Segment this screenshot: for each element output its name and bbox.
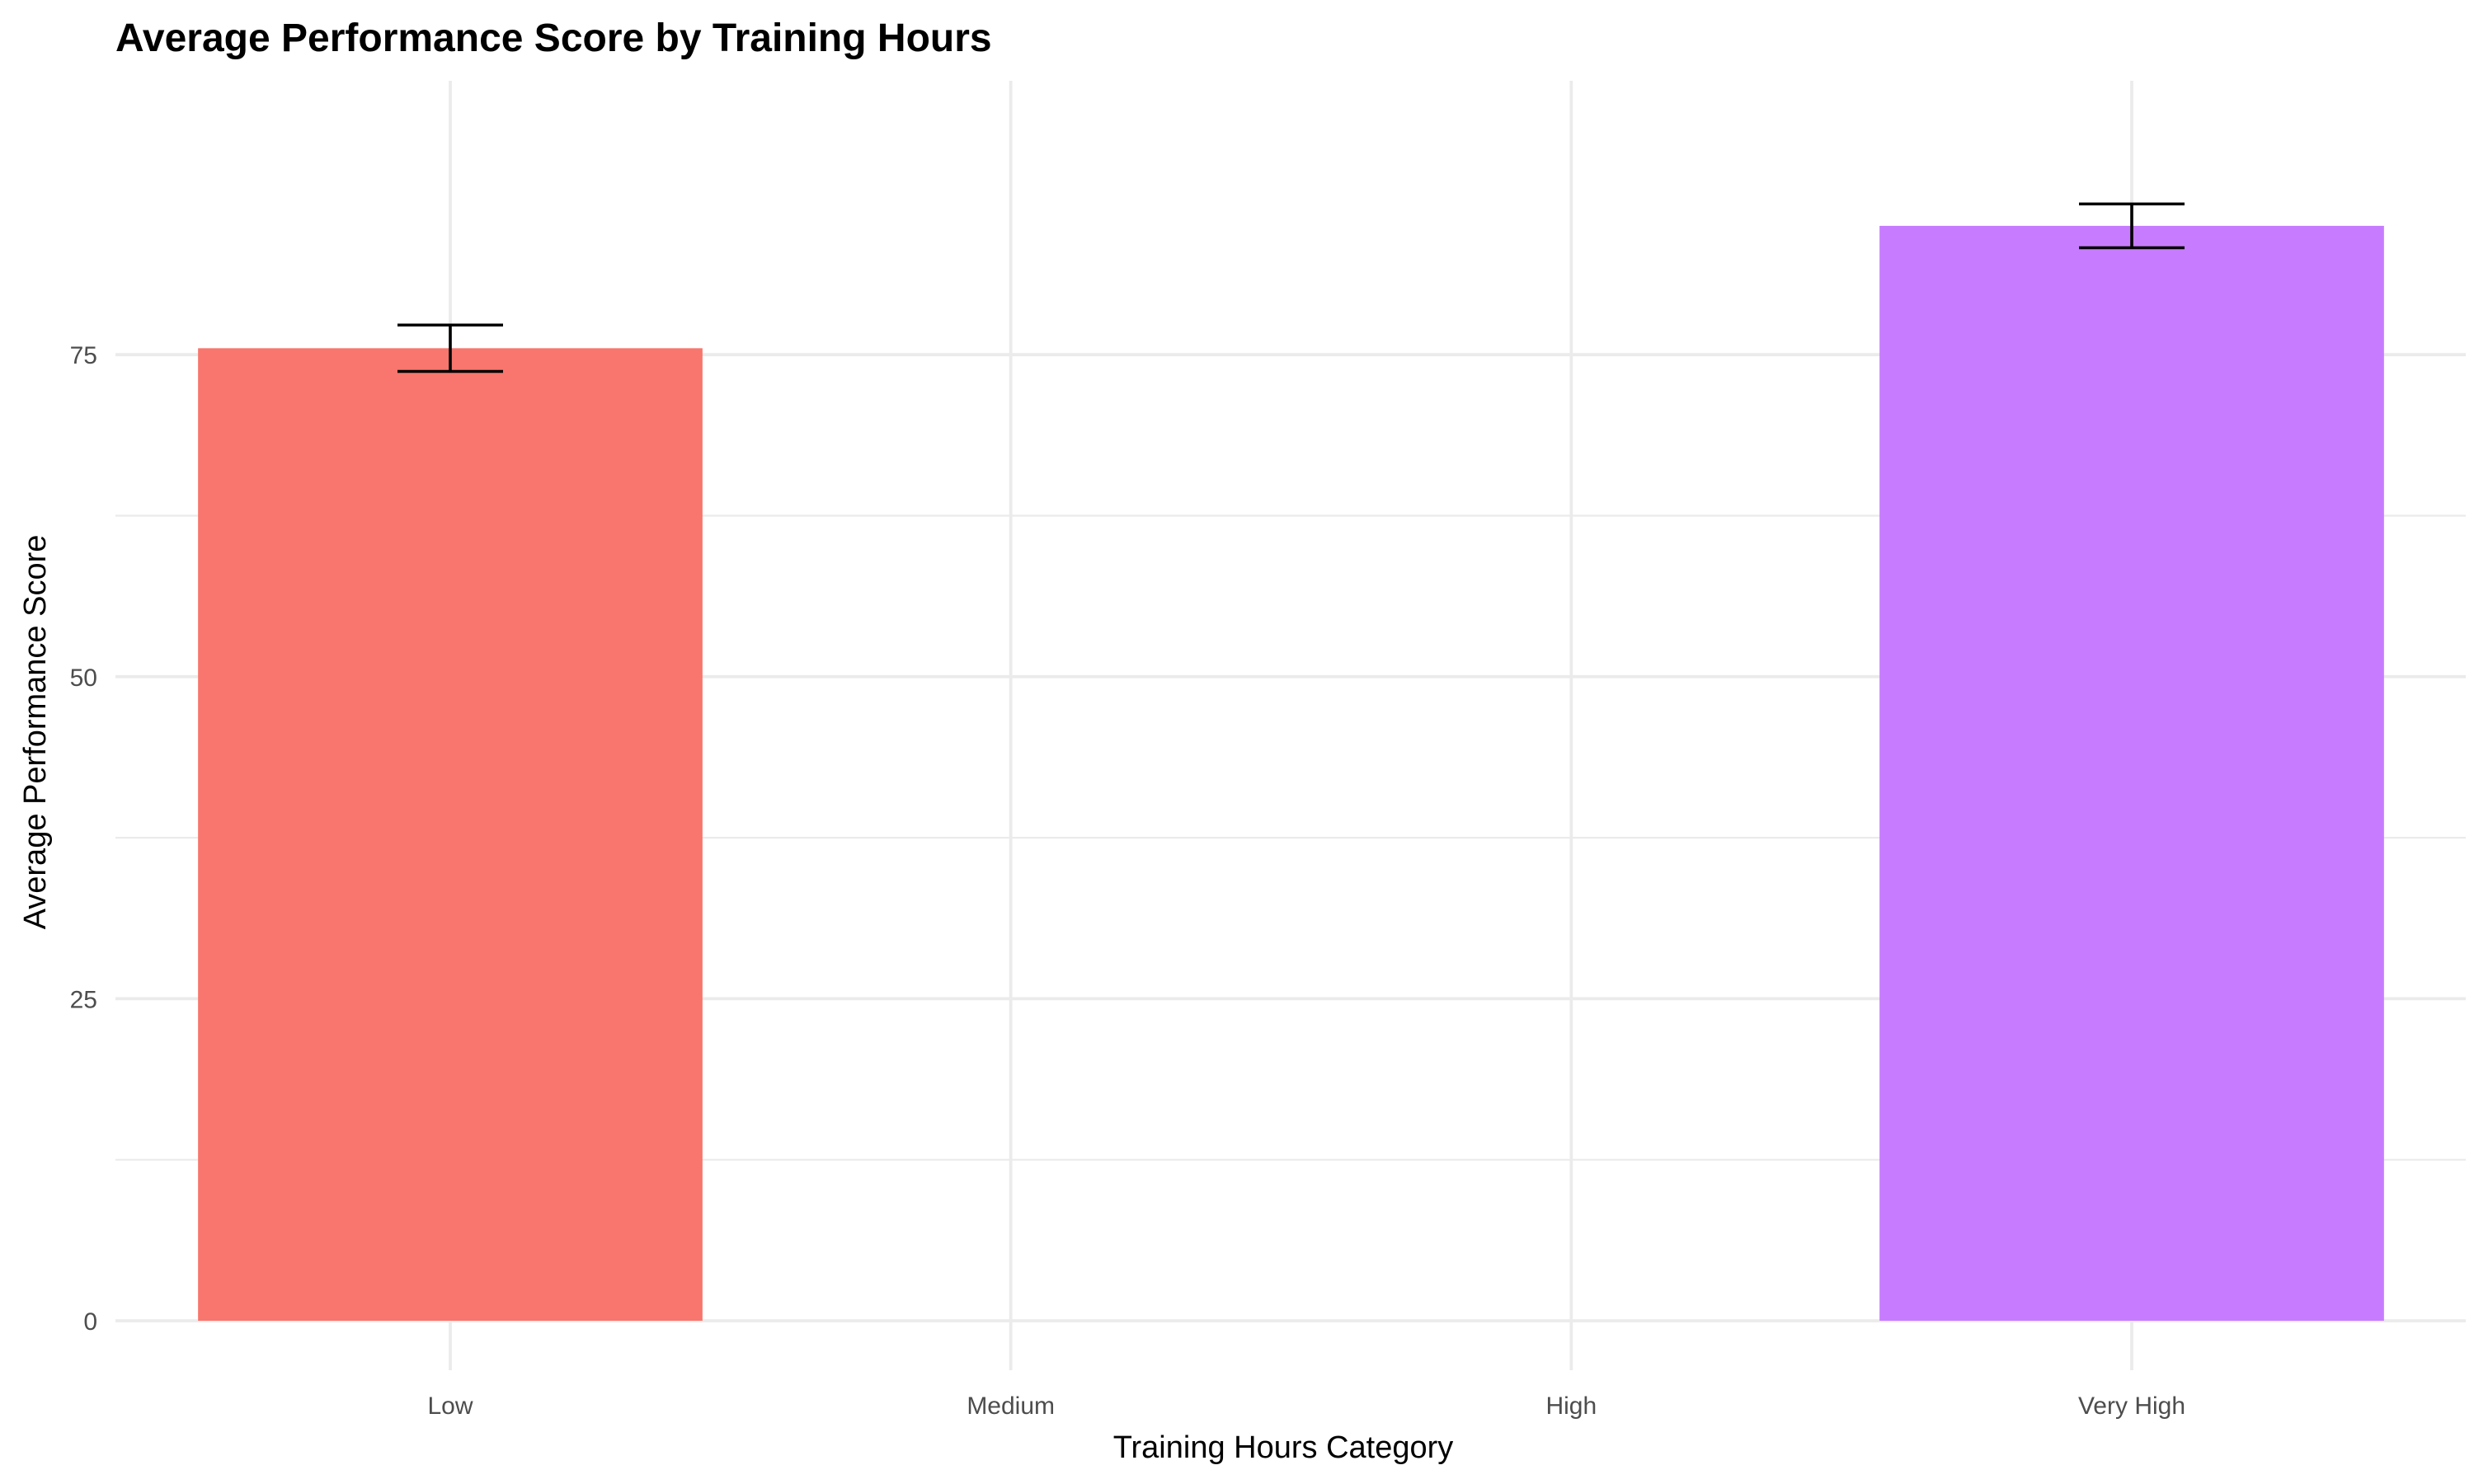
bar-low xyxy=(198,348,703,1321)
x-axis-tick-labels: Low Medium High Very High xyxy=(427,1392,2185,1420)
x-tick-label: Medium xyxy=(967,1392,1055,1420)
y-tick-label: 50 xyxy=(70,665,97,692)
x-tick-label: Very High xyxy=(2078,1392,2185,1420)
error-bars xyxy=(397,202,2185,373)
y-tick-label: 0 xyxy=(83,1308,97,1336)
y-axis-title: Average Performance Score xyxy=(18,535,53,930)
y-axis-tick-labels: 0 25 50 75 xyxy=(70,342,97,1336)
x-axis-title: Training Hours Category xyxy=(1113,1430,1454,1465)
y-tick-label: 75 xyxy=(70,342,97,369)
error-bar xyxy=(2079,202,2185,250)
x-tick-label: High xyxy=(1545,1392,1597,1420)
x-tick-label: Low xyxy=(427,1392,473,1420)
chart-title: Average Performance Score by Training Ho… xyxy=(115,16,992,60)
bars xyxy=(198,225,2384,1322)
y-tick-label: 25 xyxy=(70,986,97,1013)
bar-very-high xyxy=(1879,225,2384,1322)
error-bar xyxy=(397,323,503,373)
